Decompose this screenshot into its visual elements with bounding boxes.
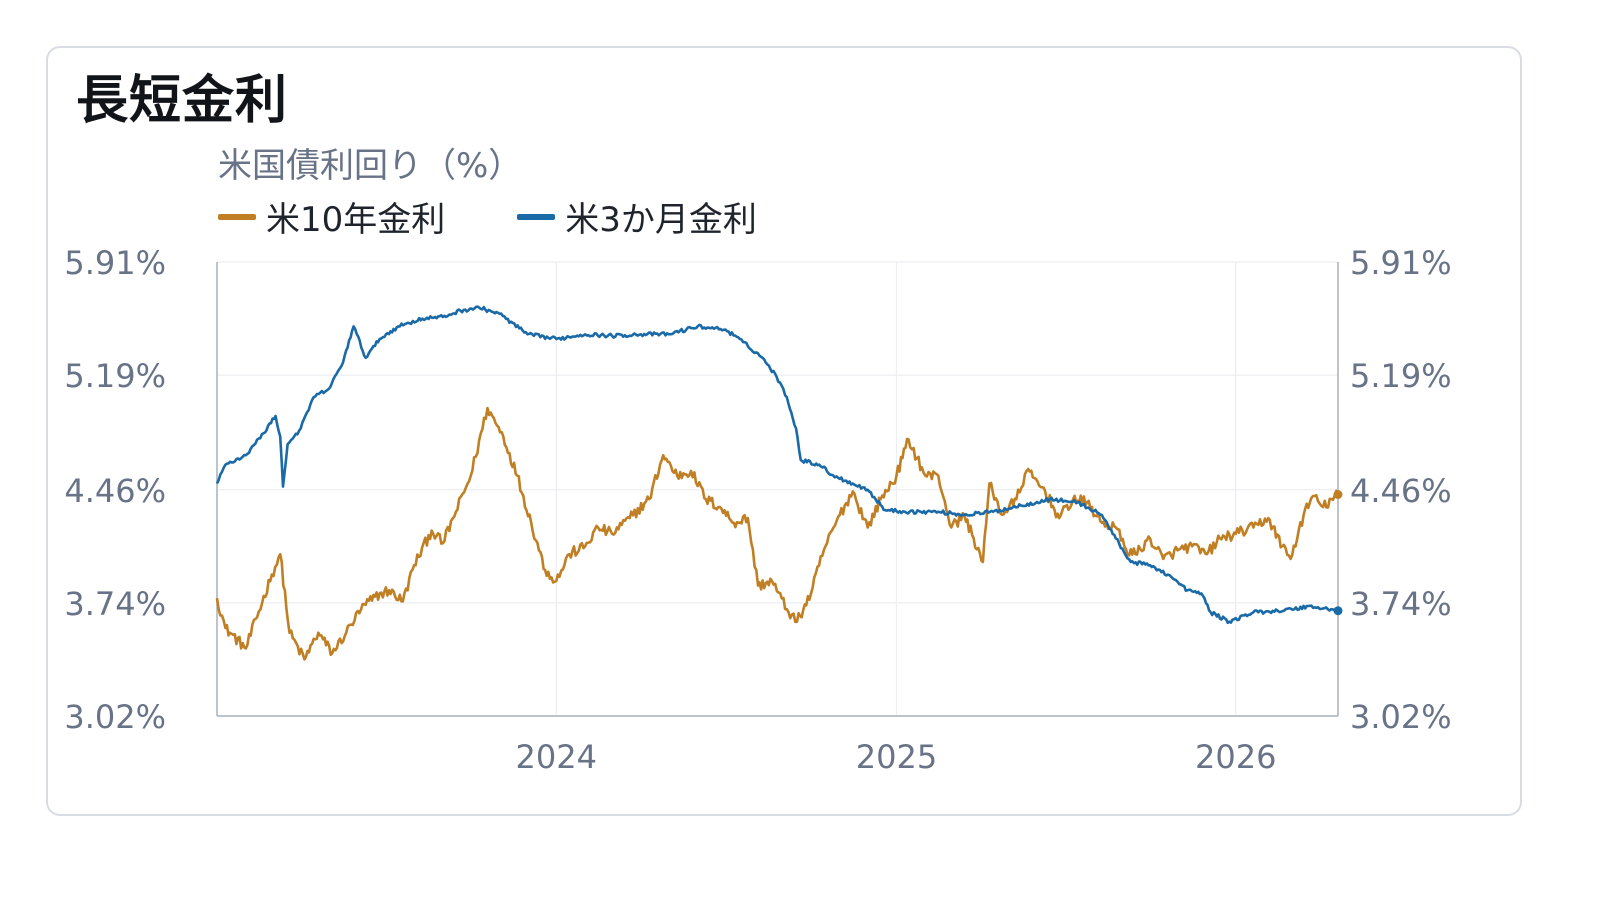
x-tick-label: 2025 [856,738,937,776]
legend-item-3m: 米3か月金利 [517,192,757,241]
legend-swatch-10y [218,213,256,220]
y-tick-label-left: 4.46% [64,472,166,510]
x-tick-label: 2024 [516,738,597,776]
y-tick-label-right: 3.02% [1350,698,1452,736]
y-tick-label-left: 5.91% [64,244,166,282]
y-tick-label-right: 4.46% [1350,472,1452,510]
legend-item-10y: 米10年金利 [218,192,445,241]
chart-card [46,46,1522,816]
legend-label-10y: 米10年金利 [266,200,446,240]
chart-legend: 米10年金利 米3か月金利 [218,192,829,241]
y-tick-label-left: 3.74% [64,585,166,623]
chart-subtitle: 米国債利回り（%） [218,146,523,186]
series-line-3m-end-point [1333,606,1343,616]
y-tick-label-right: 5.91% [1350,244,1452,282]
page-title: 長短金利 [76,71,289,131]
y-tick-label-right: 5.19% [1350,357,1452,395]
series-line-10y-end-point [1333,489,1343,499]
x-tick-label: 2026 [1195,738,1276,776]
series-line-10y [215,406,1340,661]
y-tick-label-right: 3.74% [1350,585,1452,623]
y-tick-label-left: 3.02% [64,698,166,736]
legend-swatch-3m [517,213,556,220]
y-tick-label-left: 5.19% [64,357,166,395]
series-line-3m [215,305,1339,625]
legend-label-3m: 米3か月金利 [565,200,757,240]
